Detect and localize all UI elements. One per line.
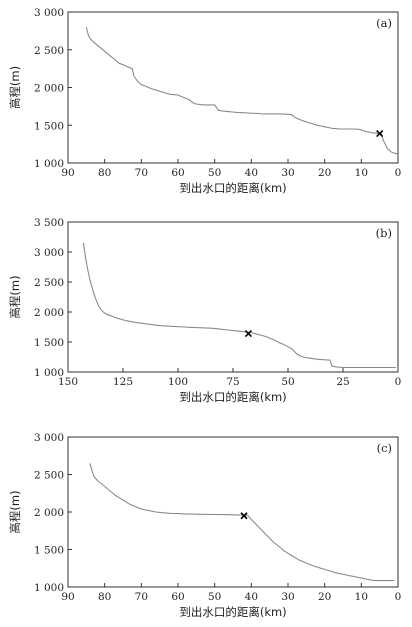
marker-stroke — [376, 129, 384, 138]
y-tick-label: 3 000 — [34, 247, 64, 259]
x-tick-label: 40 — [245, 591, 258, 603]
x-tick-label: 20 — [318, 167, 331, 179]
y-tick-label: 1 000 — [34, 582, 64, 594]
x-tick-label: 80 — [98, 167, 111, 179]
x-tick-label: 10 — [355, 591, 368, 603]
x-tick-label: 70 — [135, 167, 148, 179]
panel-label: (a) — [376, 16, 392, 30]
x-tick-label: 80 — [98, 591, 111, 603]
x-axis-title: 到出水口的距离(km) — [179, 181, 286, 195]
outlet-marker — [376, 129, 384, 138]
y-tick-label: 2 000 — [34, 507, 64, 519]
y-axis-title: 高程(m) — [8, 66, 22, 109]
y-tick-label: 2 500 — [34, 470, 64, 482]
x-tick-label: 0 — [395, 591, 402, 603]
outlet-marker — [244, 330, 252, 338]
y-tick-label: 3 000 — [34, 7, 64, 19]
panel-b: 150 125 100 75 50 25 0 1 000 1 500 2 000 2 500 3 00… — [8, 217, 401, 404]
x-tick-label: 25 — [336, 376, 349, 388]
x-tick-label: 50 — [208, 167, 221, 179]
x-tick-label: 60 — [171, 167, 184, 179]
x-tick-label: 30 — [281, 591, 294, 603]
elevation-profile-line — [85, 26, 399, 155]
x-tick-label: 90 — [61, 591, 74, 603]
panel-c: 90 80 70 60 50 40 30 20 10 0 1 000 1 500 2 000 2 500 3… — [8, 432, 401, 619]
x-tick-label: 100 — [168, 376, 188, 388]
elevation-profile-line — [82, 242, 396, 369]
y-tick-label: 1 000 — [34, 158, 64, 170]
x-tick-label: 30 — [281, 167, 294, 179]
panel-a: 90 80 70 60 50 40 30 20 10 0 1 000 1 500 2 000 2 500 3… — [8, 7, 401, 195]
plot-frame — [67, 221, 399, 373]
panel-label: (c) — [377, 441, 392, 455]
x-tick-label: 10 — [355, 167, 368, 179]
x-tick-label: 125 — [113, 376, 133, 388]
x-tick-label: 40 — [245, 167, 258, 179]
y-tick-label: 2 500 — [34, 45, 64, 57]
y-axis-title: 高程(m) — [8, 275, 22, 318]
x-tick-label: 75 — [226, 376, 239, 388]
x-tick-label: 70 — [135, 591, 148, 603]
x-axis-title: 到出水口的距离(km) — [179, 605, 286, 619]
y-tick-label: 1 500 — [34, 120, 64, 132]
x-tick-label: 90 — [61, 167, 74, 179]
y-tick-label: 2 000 — [34, 307, 64, 319]
x-tick-label: 50 — [208, 591, 221, 603]
y-tick-label: 1 000 — [34, 367, 64, 379]
y-tick-label: 3 500 — [34, 217, 64, 229]
panel-label: (b) — [376, 226, 392, 240]
x-axis-title: 到出水口的距离(km) — [179, 390, 286, 404]
plot-frame — [67, 11, 399, 164]
x-tick-label: 50 — [281, 376, 294, 388]
y-tick-label: 2 500 — [34, 277, 64, 289]
marker-stroke — [244, 330, 252, 338]
y-axis-title: 高程(m) — [8, 490, 22, 533]
x-tick-label: 0 — [395, 167, 402, 179]
x-tick-label: 150 — [58, 376, 78, 388]
outlet-marker — [240, 512, 248, 520]
x-tick-label: 20 — [318, 591, 331, 603]
y-tick-label: 3 000 — [34, 432, 64, 444]
elevation-profile-line — [89, 463, 395, 582]
marker-stroke — [240, 512, 248, 520]
y-tick-label: 1 500 — [34, 545, 64, 557]
x-tick-label: 0 — [395, 376, 402, 388]
plot-frame — [67, 436, 399, 588]
y-tick-label: 1 500 — [34, 337, 64, 349]
x-tick-label: 60 — [171, 591, 184, 603]
y-tick-label: 2 000 — [34, 83, 64, 95]
